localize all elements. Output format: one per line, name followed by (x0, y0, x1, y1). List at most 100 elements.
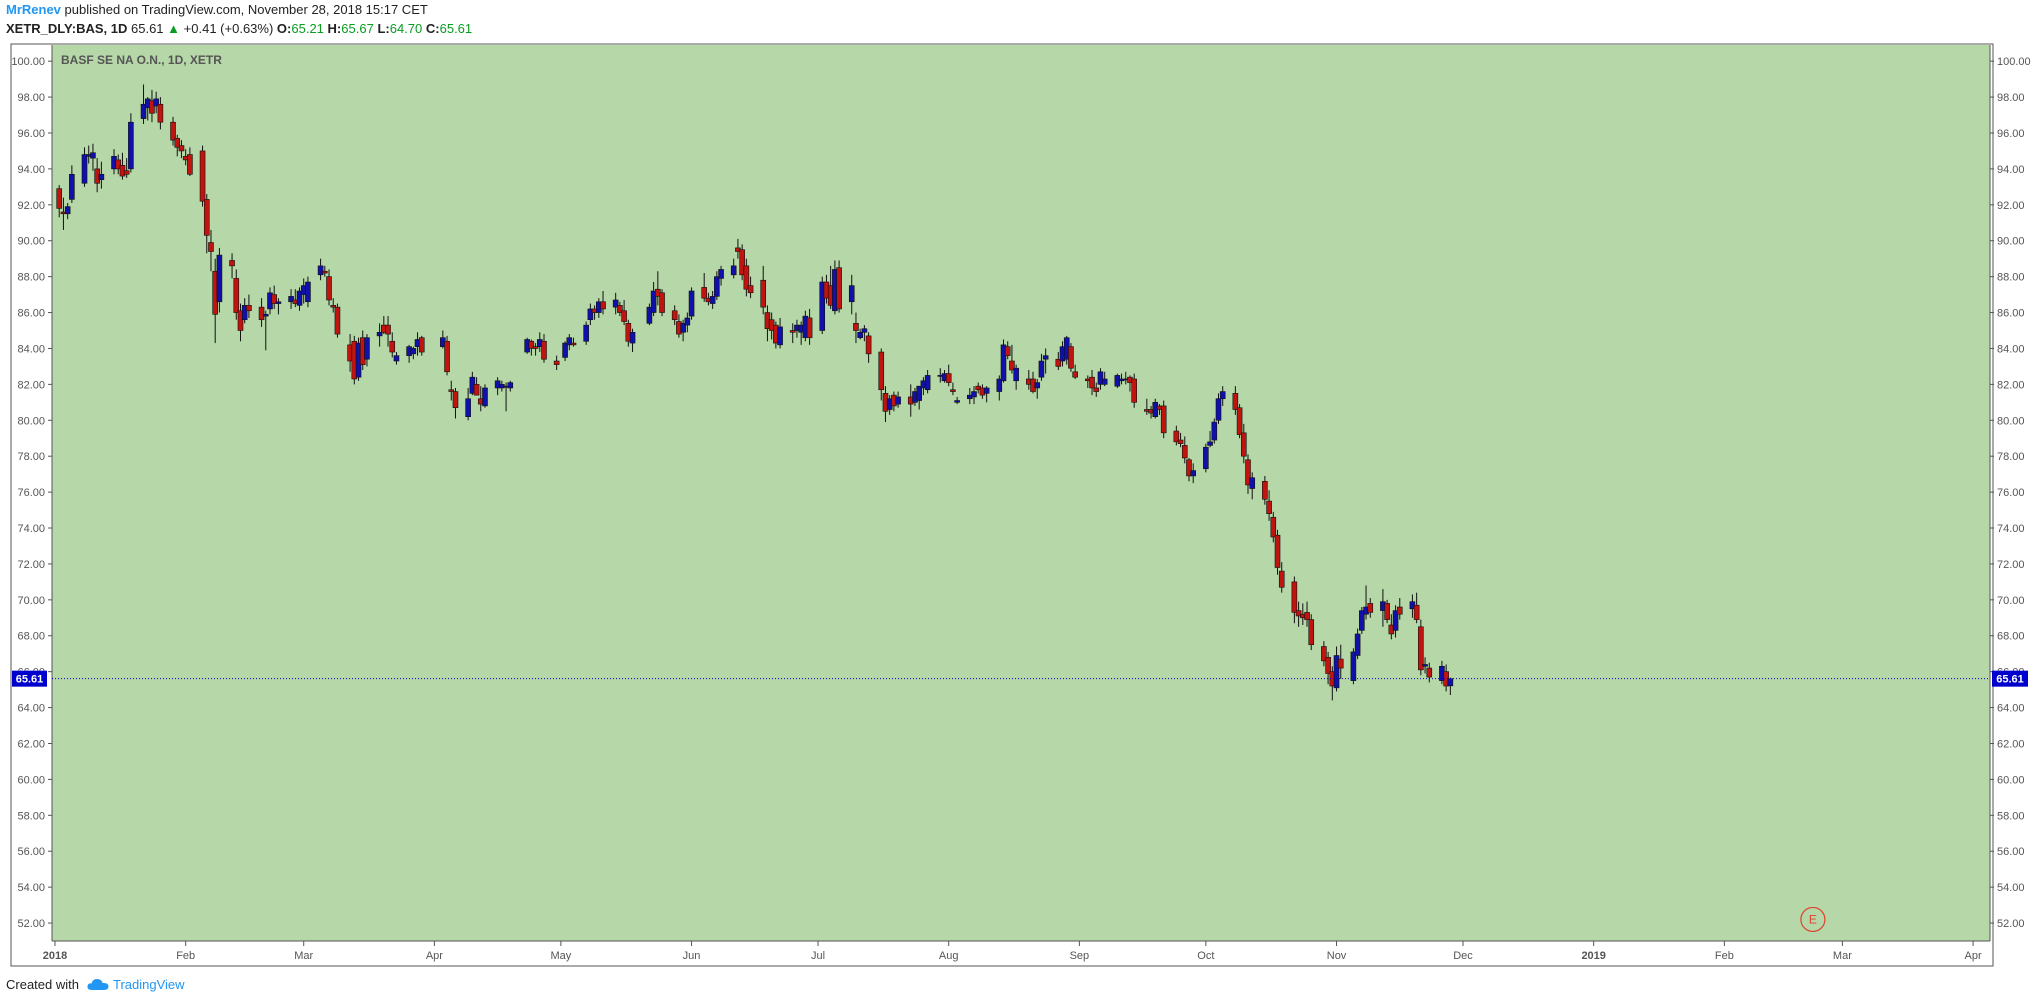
plot-area[interactable] (52, 45, 1990, 941)
candle-body (410, 348, 417, 355)
candle-body (895, 396, 901, 405)
y-tick-label: 86.00 (17, 308, 45, 320)
x-tick-label: Feb (1715, 950, 1734, 962)
candle (747, 276, 754, 299)
candle-body (418, 337, 425, 353)
candle (410, 346, 417, 360)
candle (1422, 657, 1428, 674)
candle-body (659, 292, 665, 313)
candle-body (950, 389, 956, 392)
candle (1384, 599, 1390, 624)
y-tick-label: 62.00 (1997, 738, 2025, 750)
candle-body (1266, 500, 1272, 514)
candle-body (1072, 371, 1078, 378)
candle-body (258, 306, 265, 321)
earnings-event-icon[interactable]: E (1800, 906, 1826, 933)
candle (1304, 601, 1310, 627)
up-arrow-icon: ▲ (167, 21, 181, 36)
candle-body (688, 290, 695, 317)
candle-body (1426, 667, 1433, 678)
price-chart[interactable]: 100.00 98.00 96.00 94.00 92.00 90.00 88.00 86.0… (0, 0, 2041, 970)
candle (334, 303, 341, 338)
x-tick-label: Mar (294, 950, 313, 962)
candle (612, 292, 619, 315)
open-value: 65.21 (291, 21, 324, 36)
candle-body (153, 98, 159, 107)
candle-body (739, 249, 745, 276)
candle (680, 319, 686, 342)
y-tick-label: 76.00 (17, 487, 45, 499)
y-tick-label: 52.00 (1997, 918, 2025, 930)
y-tick-label: 80.00 (17, 415, 45, 427)
candle-body (1354, 633, 1361, 656)
candle-body (1367, 603, 1374, 613)
candle-body (376, 331, 383, 337)
candle (1034, 378, 1041, 399)
candle (570, 337, 577, 347)
candle (878, 348, 885, 401)
tradingview-brand[interactable]: TradingView (87, 977, 185, 992)
candle-body (203, 199, 210, 236)
candle-body (1186, 459, 1192, 477)
candle-body (140, 103, 147, 119)
candle (1392, 605, 1399, 638)
candle (617, 301, 623, 317)
price-change: +0.41 (+0.63%) (183, 21, 274, 36)
x-tick-label: 2018 (43, 950, 67, 962)
earnings-event-label: E (1809, 912, 1817, 926)
candle (1274, 529, 1281, 575)
candle (789, 323, 796, 344)
earnings-event-circle (1800, 906, 1826, 933)
candle (553, 355, 560, 371)
y-tick-label: 56.00 (17, 846, 45, 858)
candle-body (288, 296, 294, 303)
candle-body (149, 100, 155, 114)
candle (600, 290, 606, 315)
candle (157, 97, 164, 130)
x-axis: 2018 Feb Mar Apr May Jun Jul Aug Sep Oct Nov Dec 201… (43, 941, 1982, 962)
high-label: H: (327, 21, 342, 36)
candle-body (1304, 612, 1310, 620)
candle (452, 387, 459, 419)
candle (777, 317, 783, 349)
candle-body (680, 323, 686, 333)
y-tick-label: 88.00 (17, 272, 45, 284)
y-tick-label: 78.00 (1997, 451, 2025, 463)
candle-body (1447, 678, 1454, 687)
candle-body (1333, 655, 1340, 689)
candle-body (473, 384, 480, 396)
candle-body (1219, 391, 1226, 400)
candle (237, 303, 244, 342)
candle-body (275, 301, 282, 304)
candle (64, 203, 71, 220)
candle (1160, 400, 1167, 439)
candle-body (806, 317, 813, 338)
candle-body (1181, 445, 1188, 459)
candle-body (1009, 360, 1015, 371)
candle (684, 312, 691, 333)
candle (208, 229, 214, 272)
candle (1186, 457, 1192, 482)
candle (90, 143, 96, 171)
candle (321, 265, 328, 277)
candle (1278, 562, 1285, 593)
candle (730, 258, 737, 279)
y-tick-label: 92.00 (17, 200, 45, 212)
x-tick-label: Aug (939, 950, 959, 962)
candle (1072, 364, 1078, 379)
author-link[interactable]: MrRenev (6, 2, 61, 17)
y-tick-label: 70.00 (17, 595, 45, 607)
candle (465, 387, 471, 421)
candle-body (1101, 378, 1108, 385)
chart-title: BASF SE NA O.N., 1D, XETR (61, 53, 222, 67)
candle-body (90, 152, 96, 159)
candle (170, 116, 176, 146)
candle-body (326, 276, 332, 301)
candle (1232, 386, 1239, 415)
candle-body (743, 265, 750, 290)
candle-body (1004, 346, 1011, 356)
candle (187, 147, 193, 177)
y-tick-label: 64.00 (1997, 703, 2025, 715)
y-tick-label: 82.00 (1997, 379, 2025, 391)
candle (81, 147, 88, 187)
